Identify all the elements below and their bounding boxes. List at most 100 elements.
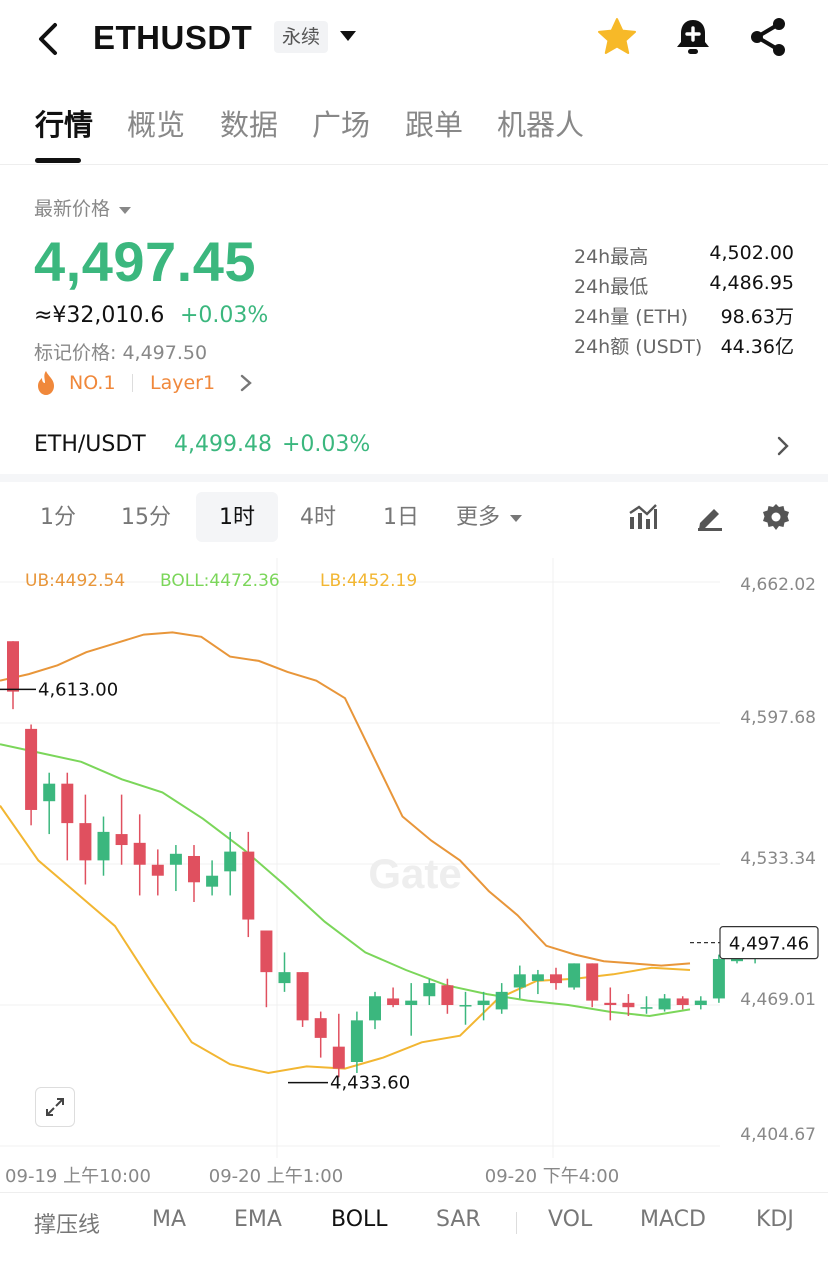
timeframe-1h[interactable]: 1时 (219, 505, 255, 530)
high-price-label: 4,613.00 (38, 679, 118, 700)
tab-data[interactable]: 数据 (220, 108, 279, 142)
timeframe-1m[interactable]: 1分 (40, 505, 76, 530)
back-button[interactable] (22, 14, 72, 64)
candle-body (586, 963, 599, 1001)
legend-boll: BOLL:4472.36 (160, 571, 280, 591)
caret-down-icon (510, 515, 523, 522)
spot-pair-row[interactable]: ETH/USDT 4,499.48 +0.03% (0, 418, 828, 474)
indicator-boll[interactable]: BOLL (331, 1207, 388, 1232)
candle-body (513, 974, 526, 988)
candle-body (531, 974, 544, 981)
indicator-macd[interactable]: MACD (640, 1207, 706, 1232)
tab-copy-trading[interactable]: 跟单 (405, 108, 464, 142)
tag-divider (132, 374, 133, 392)
indicator-ema[interactable]: EMA (234, 1207, 282, 1232)
rank-tag[interactable]: NO.1 (69, 372, 116, 394)
watermark-logo: Gate (368, 850, 461, 897)
candle-body (188, 855, 200, 883)
spot-price: 4,499.48 (174, 432, 272, 457)
candle-body (495, 991, 508, 1010)
indicator-ma[interactable]: MA (152, 1207, 187, 1232)
tab-overview[interactable]: 概览 (127, 108, 186, 142)
stat-volume-value: 98.63万 (720, 306, 794, 328)
candle-body (97, 831, 110, 861)
chevron-left-icon (39, 23, 57, 55)
indicator-separator (516, 1212, 517, 1234)
candle-body (369, 996, 381, 1021)
candle-body (658, 998, 671, 1010)
stat-high-label: 24h最高 (574, 246, 649, 268)
draw-pen-icon[interactable] (695, 503, 725, 535)
timeframe-1d[interactable]: 1日 (383, 505, 419, 530)
timeframe-more-label: 更多 (456, 505, 501, 530)
indicator-kdj[interactable]: KDJ (756, 1207, 794, 1232)
candle-body (694, 1000, 707, 1006)
candle-body (151, 864, 164, 876)
y-tick-label: 4,533.34 (740, 849, 816, 869)
candle-body (61, 783, 74, 824)
sector-tag[interactable]: Layer1 (150, 372, 216, 394)
symbol-title[interactable]: ETHUSDT (93, 19, 253, 56)
cny-price: ≈¥32,010.6 (34, 303, 165, 328)
x-tick-label: 09-20 上午1:00 (209, 1166, 343, 1187)
chevron-right-icon (775, 435, 791, 461)
spot-change: +0.03% (282, 432, 371, 457)
timeframe-15m[interactable]: 15分 (121, 505, 171, 530)
settings-gear-icon[interactable] (762, 503, 790, 535)
legend-lb: LB:4452.19 (320, 571, 418, 591)
tab-market[interactable]: 行情 (35, 108, 94, 142)
candle-body (79, 823, 92, 861)
timeframe-more[interactable]: 更多 (456, 498, 523, 538)
stat-low-label: 24h最低 (574, 276, 649, 298)
fullscreen-button[interactable] (35, 1087, 75, 1127)
candle-body (350, 1020, 363, 1062)
indicator-vol[interactable]: VOL (548, 1207, 593, 1232)
candlestick-chart[interactable]: 4,662.02 4,597.68 4,533.34 4,469.01 4,404.67… (0, 558, 828, 1198)
current-price-label: 4,497.46 (729, 934, 809, 955)
candle-body (206, 875, 219, 887)
current-price-box (719, 926, 819, 960)
caret-down-icon (119, 206, 132, 214)
expand-icon (46, 1098, 64, 1116)
y-tick-label: 4,469.01 (740, 990, 816, 1010)
candle-body (260, 930, 273, 973)
share-icon[interactable] (748, 16, 790, 62)
tab-bots[interactable]: 机器人 (497, 108, 585, 142)
candle-body (712, 958, 725, 999)
latest-price-label: 最新价格 (34, 198, 111, 220)
candle-body (604, 1002, 617, 1006)
timeframe-4h[interactable]: 4时 (300, 505, 336, 530)
boll-middle-band (0, 743, 691, 1018)
candle-body (43, 783, 56, 802)
price-change: +0.03% (180, 303, 269, 328)
candle-body (332, 1046, 345, 1069)
price-alert-icon[interactable] (672, 16, 714, 62)
candle-body (459, 1005, 472, 1007)
stat-volume-label: 24h量 (ETH) (574, 306, 688, 328)
tabs-divider (0, 164, 828, 165)
candle-body (133, 842, 146, 865)
y-tick-label: 4,597.68 (740, 708, 816, 728)
candle-body (405, 1000, 418, 1006)
chevron-right-icon[interactable] (238, 373, 254, 397)
y-tick-label: 4,404.67 (740, 1125, 816, 1145)
timeframe-active-bg (196, 492, 278, 542)
candle-body (242, 851, 255, 920)
indicator-chart-icon[interactable] (628, 503, 658, 535)
symbol-dropdown-icon[interactable] (338, 28, 358, 48)
y-tick-label: 4,662.02 (740, 575, 816, 595)
active-tab-indicator (35, 158, 81, 163)
candle-body (224, 851, 237, 872)
low-price-label: 4,433.60 (330, 1073, 410, 1094)
indicator-sar[interactable]: SAR (436, 1207, 481, 1232)
favorite-star-icon[interactable] (596, 16, 638, 62)
stat-turnover-label: 24h额 (USDT) (574, 336, 703, 358)
fire-icon (34, 370, 58, 400)
latest-price-selector[interactable]: 最新价格 (34, 194, 132, 221)
tab-square[interactable]: 广场 (312, 108, 371, 142)
stat-high-value: 4,502.00 (709, 242, 794, 264)
indicator-support-resistance[interactable]: 撑压线 (34, 1213, 101, 1238)
candle-body (314, 1018, 327, 1038)
last-price: 4,497.45 (34, 230, 256, 293)
candle-body (622, 1002, 635, 1008)
